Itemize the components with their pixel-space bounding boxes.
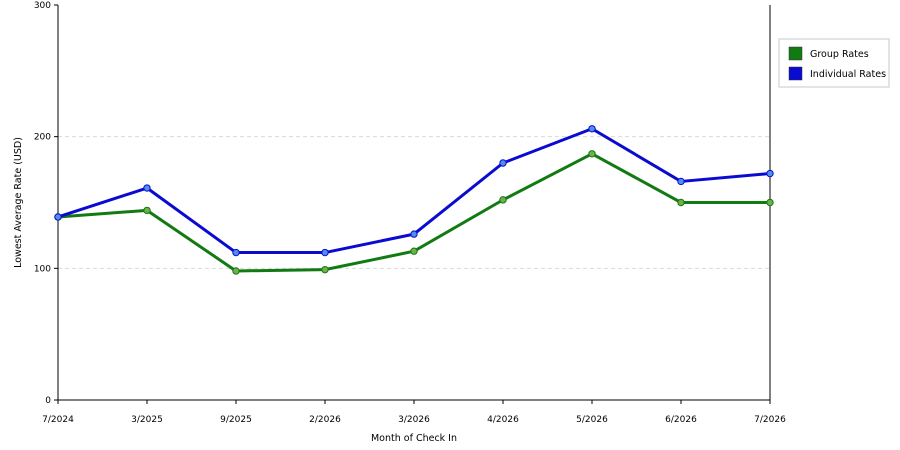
data-point <box>143 206 151 215</box>
data-point <box>410 247 418 255</box>
y-axis-title: Lowest Average Rate (USD) <box>13 137 24 268</box>
data-point <box>321 248 329 257</box>
data-point <box>143 184 151 192</box>
series-individual-rates <box>54 125 774 257</box>
data-point <box>766 198 774 207</box>
y-tick-label: 300 <box>34 1 51 11</box>
x-tick-label: 3/2026 <box>398 415 430 425</box>
x-axis-title: Month of Check In <box>371 433 457 444</box>
legend-label: Individual Rates <box>810 69 886 80</box>
data-point <box>232 248 240 257</box>
data-point <box>677 198 685 207</box>
y-tick-label: 0 <box>45 396 51 406</box>
y-tick-label: 100 <box>34 264 51 274</box>
y-axis-ticks: 0 100 200 300 <box>34 1 58 406</box>
legend-swatch <box>788 46 803 61</box>
x-tick-label: 7/2026 <box>754 415 786 425</box>
data-point <box>321 265 329 274</box>
x-axis-ticks: 7/2024 3/2025 9/2025 2/2026 3/2026 4/2026 5/20… <box>42 400 786 425</box>
legend: Group Rates Individual Rates <box>778 38 890 88</box>
data-point <box>499 196 507 204</box>
x-tick-label: 3/2025 <box>131 415 163 425</box>
data-point <box>410 230 418 238</box>
series-group-rates <box>54 150 774 275</box>
y-tick-label: 200 <box>34 133 51 143</box>
x-tick-label: 5/2026 <box>576 415 608 425</box>
data-point <box>677 177 685 186</box>
legend-swatch <box>788 66 803 81</box>
legend-label: Group Rates <box>810 49 869 60</box>
data-point <box>588 150 596 158</box>
x-tick-label: 7/2024 <box>42 415 74 425</box>
data-point <box>232 267 240 275</box>
x-tick-label: 6/2026 <box>665 415 697 425</box>
x-tick-label: 4/2026 <box>487 415 519 425</box>
data-point <box>499 159 507 167</box>
data-point <box>588 125 596 133</box>
data-point <box>54 213 62 221</box>
data-point <box>766 169 774 178</box>
x-tick-label: 2/2026 <box>309 415 341 425</box>
x-tick-label: 9/2025 <box>220 415 252 425</box>
series-lines <box>54 125 774 275</box>
